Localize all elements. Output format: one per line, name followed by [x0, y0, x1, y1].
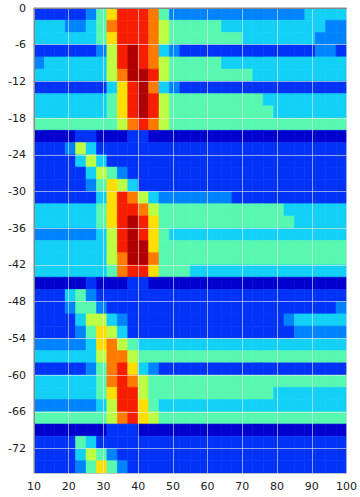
- svg-text:90: 90: [305, 480, 319, 493]
- svg-text:-6: -6: [15, 38, 26, 51]
- svg-text:-24: -24: [8, 148, 26, 161]
- svg-text:-18: -18: [8, 112, 26, 125]
- svg-text:70: 70: [235, 480, 249, 493]
- svg-text:-42: -42: [8, 258, 26, 271]
- svg-text:-48: -48: [8, 295, 26, 308]
- svg-text:50: 50: [166, 480, 180, 493]
- svg-text:-36: -36: [8, 222, 26, 235]
- svg-text:-60: -60: [8, 369, 26, 382]
- svg-text:-54: -54: [8, 332, 26, 345]
- svg-text:20: 20: [62, 480, 76, 493]
- svg-text:40: 40: [131, 480, 145, 493]
- svg-text:30: 30: [96, 480, 110, 493]
- svg-text:-12: -12: [8, 75, 26, 88]
- svg-text:80: 80: [270, 480, 284, 493]
- svg-text:-72: -72: [8, 442, 26, 455]
- svg-text:-66: -66: [8, 405, 26, 418]
- svg-text:0: 0: [19, 2, 26, 15]
- svg-text:60: 60: [201, 480, 215, 493]
- svg-text:100: 100: [336, 480, 357, 493]
- svg-text:10: 10: [27, 480, 41, 493]
- svg-text:-30: -30: [8, 185, 26, 198]
